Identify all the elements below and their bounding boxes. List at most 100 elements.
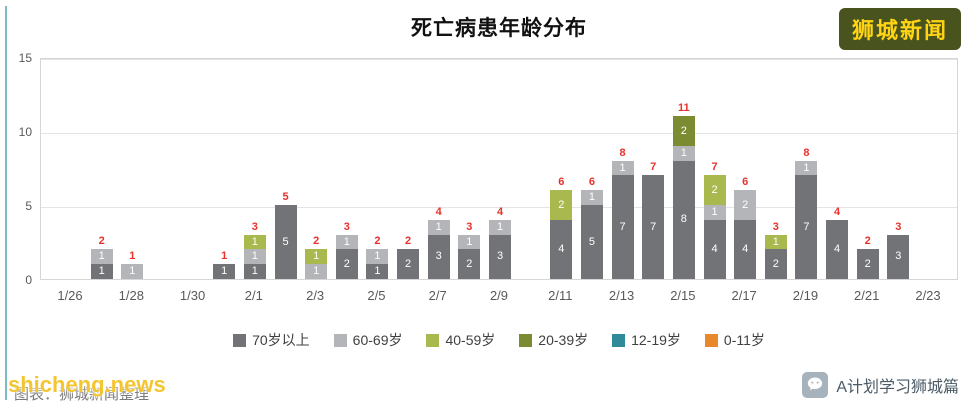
segment-value: 3 [496,250,504,263]
account-footer: A计划学习狮城篇 [802,372,959,398]
legend-swatch [612,333,626,347]
legend-item: 40-59岁 [426,330,495,350]
chart-title: 死亡病患年龄分布 [411,17,587,40]
bar-segment: 1 [489,219,511,235]
bar-segment: 2 [764,249,787,279]
legend-item: 70岁以上 [233,330,310,350]
x-tick-label: 2/13 [608,288,635,303]
bar-total-label: 3 [466,220,473,233]
bar-total-label: 4 [435,205,442,218]
legend-swatch [426,333,440,347]
bar-segment: 1 [243,264,266,279]
watermark-brand: shicheng.news [8,372,166,397]
bar-stack: 1 1 1 3 [243,220,266,279]
segment-value: 1 [680,146,687,159]
x-tick-label: 2/9 [489,288,509,303]
segment-value: 2 [466,257,473,270]
legend-label: 60-69岁 [352,332,403,348]
bar-total-label: 11 [678,102,690,115]
bar-segment: 7 [642,175,665,279]
segment-value: 4 [834,242,841,255]
legend-swatch [704,333,718,347]
segment-value: 1 [435,220,442,233]
segment-value: 1 [251,265,258,278]
segment-value: 4 [558,242,565,255]
bar-segment: 1 [121,264,144,279]
legend-item: 20-39岁 [519,330,588,350]
bar-stack: 5 1 6 [580,175,603,279]
bar-segment: 2 [703,175,726,206]
segment-value: 1 [803,161,810,174]
bar-segment: 1 [90,249,113,265]
bar-segment: 2 [397,249,420,279]
bar-total-label: 5 [282,191,289,203]
legend-item: 12-19岁 [612,330,681,350]
bar-total-label: 4 [496,205,504,218]
bar-stack: 3 1 4 [489,205,511,279]
bar-segment: 1 [305,249,328,265]
bar-segment: 2 [734,190,757,220]
bar-total-label: 1 [129,250,136,263]
segment-value: 4 [742,242,749,255]
x-tick-label: 1/26 [57,288,83,303]
bar-segment: 5 [580,205,603,279]
legend-label: 0-11岁 [723,332,765,348]
bar-stack: 1 1 2 [366,234,389,279]
bar-segment: 2 [335,249,358,279]
segment-value: 2 [772,257,779,270]
x-tick-label: 2/5 [367,288,386,303]
bar-total-label: 3 [772,220,779,233]
bar-segment: 1 [213,264,236,279]
bar-total-label: 7 [711,161,718,174]
bar-stack: 1 1 2 [305,234,328,279]
bar-total-label: 6 [558,176,565,189]
x-tick-label: 2/3 [306,288,325,303]
x-tick-label: 2/1 [244,288,263,303]
bar-stack: 8 1 2 11 [672,101,695,279]
legend-label: 12-19岁 [631,332,681,348]
bar-segment: 7 [795,175,818,279]
bar-stack: 2 1 3 [458,220,481,279]
legend-label: 70岁以上 [252,332,310,348]
bar-segment: 2 [458,249,481,279]
x-tick-label: 2/15 [670,288,696,303]
bar-stack: 2 1 3 [764,220,787,279]
y-tick-label: 10 [18,125,32,139]
bar-total-label: 7 [650,161,657,174]
bar-segment: 4 [703,219,726,279]
segment-value: 1 [251,250,258,263]
segment-value: 1 [711,205,718,218]
bar-segment: 3 [427,234,450,279]
legend-swatch [333,333,347,347]
segment-value: 1 [619,161,626,174]
legend-swatch [519,333,533,347]
bar-segment: 1 [243,234,266,250]
segment-value: 2 [742,198,749,211]
segment-value: 2 [864,257,871,270]
bar-segment: 3 [887,234,910,279]
x-tick-label: 2/23 [915,288,941,303]
segment-value: 1 [313,265,320,278]
bar-segment: 4 [734,219,757,279]
segment-value: 3 [435,250,442,263]
bar-stack: 4 2 6 [734,175,757,279]
bar-stack: 1 1 2 [90,234,113,279]
y-tick-label: 5 [25,199,32,213]
bar-total-label: 3 [343,220,350,233]
window-edge-accent [5,6,7,400]
bar-segment: 1 [795,160,818,176]
bar-stack: 4 2 6 [550,175,573,279]
legend-label: 40-59岁 [445,332,496,348]
segment-value: 1 [129,265,136,278]
y-tick-label: 0 [25,273,32,287]
segment-value: 7 [650,220,657,233]
segment-value: 4 [711,242,718,255]
gridline [41,207,957,208]
x-tick-label: 2/21 [854,288,880,303]
bar-segment: 1 [458,234,481,250]
bar-segment: 7 [611,175,634,279]
